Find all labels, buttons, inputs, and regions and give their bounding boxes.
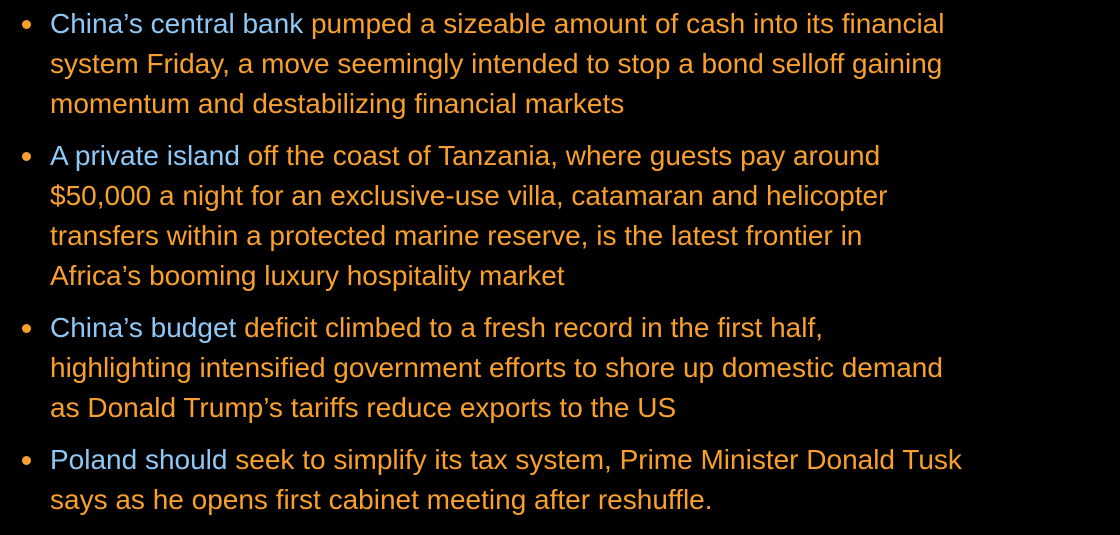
news-list: China’s central bank pumped a sizeable a… [0, 4, 1120, 520]
text-line: $50,000 a night for an exclusive-use vil… [50, 176, 1120, 216]
headline-text: transfers within a protected marine rese… [50, 220, 863, 251]
headline-text: Africa’s booming luxury hospitality mark… [50, 260, 565, 291]
headline-text: system Friday, a move seemingly intended… [50, 48, 943, 79]
headline-text: off the coast of Tanzania, where guests … [239, 140, 881, 171]
headline-link[interactable]: China’s central bank [50, 8, 304, 39]
headline-text: seek to simplify its tax system, Prime M… [227, 444, 962, 475]
headline-text: momentum and destabilizing financial mar… [50, 88, 625, 119]
headline-link[interactable]: A private island [50, 140, 240, 171]
headline-text: $50,000 a night for an exclusive-use vil… [50, 180, 888, 211]
news-item: Poland should seek to simplify its tax s… [0, 440, 1120, 520]
headline-text: as Donald Trump’s tariffs reduce exports… [50, 392, 677, 423]
headline-text: pumped a sizeable amount of cash into it… [303, 8, 945, 39]
text-line: A private island off the coast of Tanzan… [50, 136, 1120, 176]
headline-link[interactable]: Poland should [50, 444, 228, 475]
text-line: Poland should seek to simplify its tax s… [50, 440, 1120, 480]
text-line: China’s central bank pumped a sizeable a… [50, 4, 1120, 44]
text-line: system Friday, a move seemingly intended… [50, 44, 1120, 84]
text-line: transfers within a protected marine rese… [50, 216, 1120, 256]
news-item: China’s central bank pumped a sizeable a… [0, 4, 1120, 124]
headline-text: deficit climbed to a fresh record in the… [236, 312, 823, 343]
news-item: China’s budget deficit climbed to a fres… [0, 308, 1120, 428]
text-line: says as he opens first cabinet meeting a… [50, 480, 1120, 520]
headline-link[interactable]: China’s budget [50, 312, 237, 343]
bullet [22, 20, 31, 29]
news-item: A private island off the coast of Tanzan… [0, 136, 1120, 296]
bullet [22, 324, 31, 333]
text-line: as Donald Trump’s tariffs reduce exports… [50, 388, 1120, 428]
bullet [22, 456, 31, 465]
headline-text: highlighting intensified government effo… [50, 352, 943, 383]
text-line: highlighting intensified government effo… [50, 348, 1120, 388]
headline-text: says as he opens first cabinet meeting a… [50, 484, 713, 515]
text-line: Africa’s booming luxury hospitality mark… [50, 256, 1120, 296]
bullet [22, 152, 31, 161]
text-line: momentum and destabilizing financial mar… [50, 84, 1120, 124]
text-line: China’s budget deficit climbed to a fres… [50, 308, 1120, 348]
